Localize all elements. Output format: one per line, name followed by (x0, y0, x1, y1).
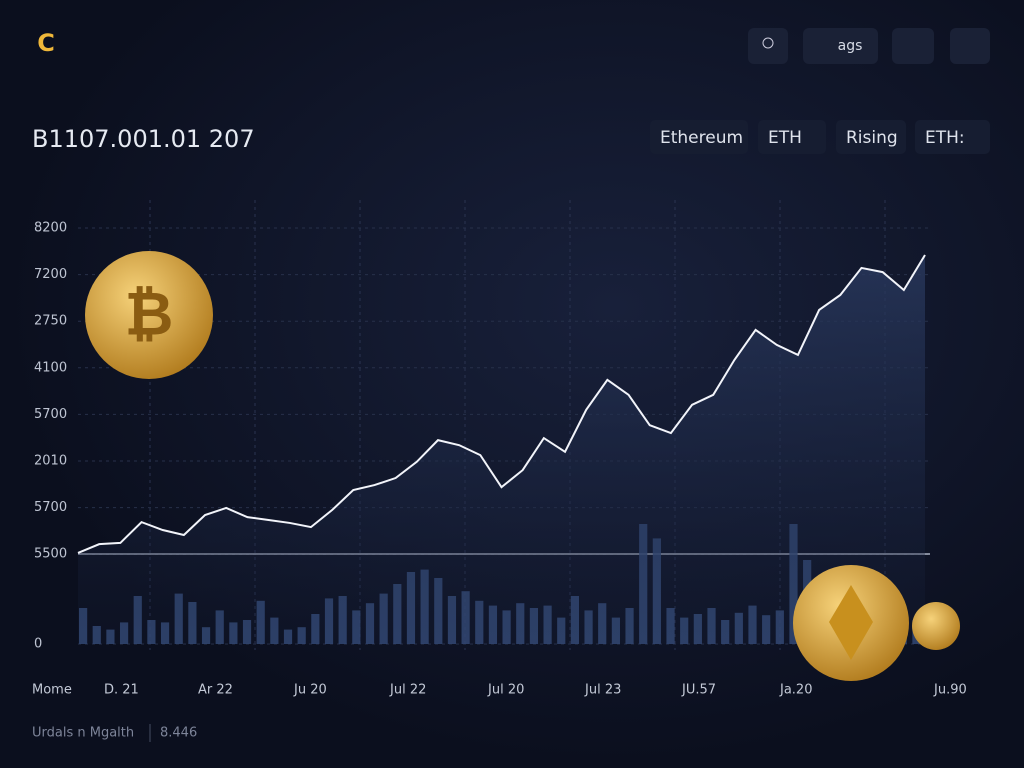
bitcoin-symbol: ₿ (125, 280, 174, 350)
selector[interactable] (758, 120, 826, 154)
y-tick-label: 5700 (34, 500, 67, 515)
x-tick-label: D. 21 (104, 683, 139, 698)
selector[interactable] (836, 120, 906, 154)
y-tick-label: 4100 (34, 360, 67, 375)
bitcoin-coin (85, 251, 213, 379)
ethereum-symbol (829, 585, 873, 660)
price: B1107.001.01 207 (32, 125, 255, 153)
selector-label: Ethereum (660, 128, 743, 148)
x-tick-label: Jul 23 (584, 683, 621, 698)
x-tick-label: Jul 22 (389, 683, 426, 698)
selector-label: ETH: (925, 128, 965, 148)
y-tick-label: 7200 (34, 267, 67, 282)
y-tick-label: 5500 (34, 547, 67, 562)
logo[interactable]: C (37, 29, 55, 57)
selector-label: Rising (846, 128, 898, 148)
selector[interactable] (915, 120, 990, 154)
footer-right: 8.446 (160, 726, 197, 741)
y-tick-label: 5700 (34, 407, 67, 422)
lock-button[interactable] (950, 28, 990, 64)
small-coin (912, 602, 960, 650)
y-tick-label: 2010 (34, 454, 67, 469)
price-line (77, 254, 926, 554)
y-tick-label: 2750 (34, 314, 67, 329)
area (78, 255, 925, 645)
tag-button[interactable] (803, 28, 878, 64)
x-tick-label: Ja.20 (779, 683, 812, 698)
y-tick-label: 0 (34, 637, 42, 652)
selector-label: ETH (768, 128, 802, 148)
user-icon (762, 37, 774, 49)
x-tick-label: Ju.90 (933, 683, 967, 698)
x-tick-label: JU.57 (681, 683, 716, 698)
footer-left: Urdals n Mgalth (32, 726, 134, 741)
x-tick-label: Jul 20 (487, 683, 524, 698)
user-button[interactable] (748, 28, 788, 64)
y-tick-label: 8200 (34, 221, 67, 236)
x-tick-label: Ju 20 (293, 683, 327, 698)
timer-button[interactable] (892, 28, 934, 64)
selector[interactable] (650, 120, 748, 154)
tag-label: ags (838, 38, 863, 54)
x-tick-label: Mome (32, 683, 72, 698)
x-tick-label: Ar 22 (198, 683, 233, 698)
